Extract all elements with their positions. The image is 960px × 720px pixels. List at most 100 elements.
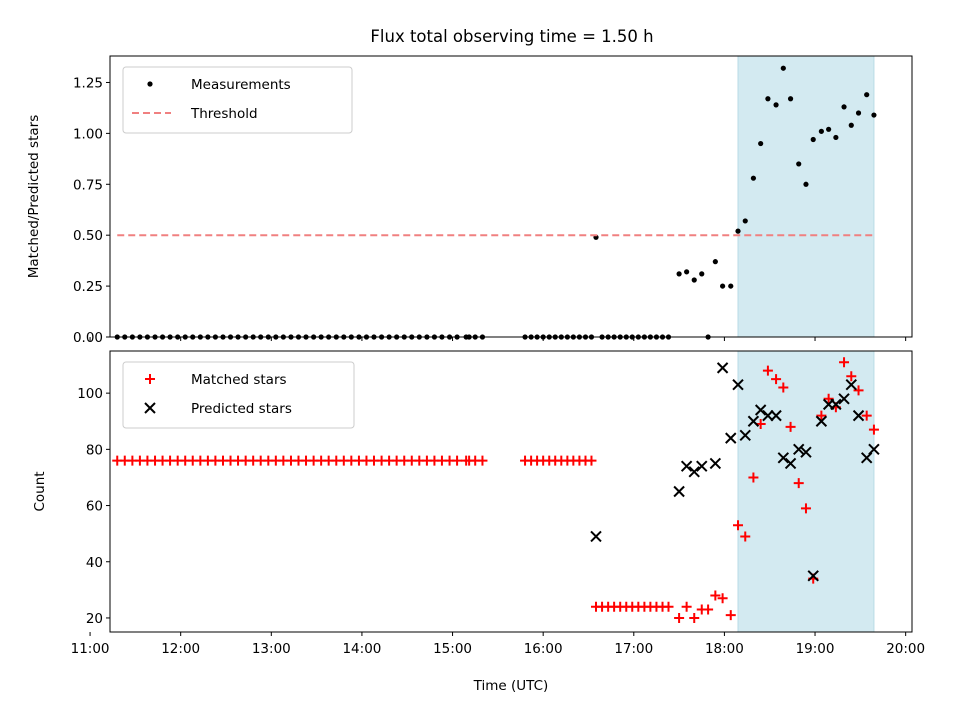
predicted-star-point [852, 409, 865, 422]
predicted-star-point [673, 485, 685, 498]
predicted-star-point [762, 409, 774, 422]
x-tick-label: 19:00 [796, 641, 835, 657]
matched-star-point [674, 612, 685, 623]
measurement-point [803, 181, 809, 187]
measurement-point [758, 140, 764, 147]
predicted-star-point [793, 443, 805, 456]
legend-marker-matched [145, 374, 155, 384]
matched-star-point [663, 601, 674, 612]
matched-star-point [771, 374, 782, 385]
predicted-star-point [777, 452, 790, 464]
bottom-marks [112, 357, 880, 623]
x-tick-label: 20:00 [886, 641, 925, 657]
measurement-point [728, 283, 734, 289]
matched-star-point [725, 610, 736, 621]
predicted-star-point [784, 457, 797, 470]
bottom-axes-frame [109, 350, 913, 633]
bottom-y-axis: 20 40 60 80 100 [77, 386, 110, 627]
measurement-point [699, 271, 705, 277]
matched-star-point [717, 593, 728, 604]
measurement-point [712, 259, 718, 265]
matched-star-point [703, 604, 714, 615]
x-tick-label: 16:00 [524, 641, 563, 657]
top-marks [114, 65, 877, 340]
measurement-point [676, 271, 682, 277]
bottom-panel: 20 40 60 80 100 11:00 12:00 13:00 14:00 15:00 16:… [32, 350, 925, 694]
top-y-axis-label: Matched/Predicted stars [26, 115, 42, 278]
legend-label: Predicted stars [191, 401, 292, 417]
measurement-point [742, 218, 748, 224]
measurement-point [796, 161, 802, 167]
measurement-point [841, 104, 847, 110]
legend-label: Threshold [190, 106, 258, 122]
measurement-point [780, 65, 786, 71]
matched-star-point [846, 371, 857, 382]
matched-star-point [586, 455, 597, 466]
bottom-y-axis-label: Count [32, 471, 48, 511]
measurement-point [810, 136, 816, 143]
y-tick-label: 80 [86, 442, 103, 458]
measurement-point [855, 110, 862, 116]
legend-box [122, 66, 353, 134]
x-axis-label: Time (UTC) [473, 678, 549, 694]
matched-star-point [793, 478, 804, 489]
x-tick-label: 17:00 [614, 641, 653, 657]
y-tick-label: 0.25 [73, 279, 103, 295]
x-tick-label: 15:00 [433, 641, 472, 657]
top-shaded-region [737, 55, 875, 338]
measurement-point [735, 228, 741, 234]
legend-label: Measurements [191, 77, 291, 93]
measurement-point [691, 277, 697, 283]
predicted-star-point [725, 432, 737, 444]
measurement-point [826, 126, 832, 132]
y-tick-label: 1.00 [73, 126, 103, 142]
measurement-point [848, 122, 854, 128]
y-tick-label: 40 [86, 555, 103, 571]
predicted-star-point [830, 398, 842, 411]
matched-star-point [823, 393, 834, 404]
matched-star-point [762, 365, 773, 376]
y-tick-label: 1.25 [73, 75, 103, 91]
predicted-star-point [868, 443, 880, 456]
x-tick-label: 13:00 [252, 641, 291, 657]
x-tick-label: 18:00 [705, 641, 744, 657]
measurement-point [684, 269, 690, 275]
matched-star-point [853, 385, 864, 396]
predicted-star-point [590, 530, 602, 543]
chart-title: Flux total observing time = 1.50 h [370, 27, 653, 46]
y-tick-label: 100 [77, 386, 103, 402]
bottom-legend: Matched stars Predicted stars [122, 361, 355, 429]
legend-box [122, 361, 355, 429]
predicted-star-point [838, 393, 850, 405]
legend-label: Matched stars [191, 372, 287, 388]
matched-star-point [740, 531, 751, 542]
predicted-star-point [754, 404, 767, 416]
measurement-point [765, 96, 771, 102]
y-tick-label: 20 [86, 611, 103, 627]
top-y-axis: 0.00 0.25 0.50 0.75 1.00 1.25 [73, 75, 110, 346]
predicted-star-point [815, 415, 828, 427]
matched-star-point [778, 382, 789, 393]
predicted-star-point [807, 570, 819, 582]
bottom-shaded-region [737, 350, 875, 633]
top-axes-frame [109, 55, 913, 338]
measurement-point [871, 112, 877, 118]
predicted-star-point [709, 457, 722, 470]
top-legend: Measurements Threshold [122, 66, 353, 134]
predicted-star-point [800, 446, 812, 458]
measurement-point [818, 128, 824, 134]
y-tick-label: 0.50 [73, 228, 103, 244]
matched-star-point [800, 503, 811, 514]
y-tick-label: 0.00 [73, 330, 103, 346]
predicted-star-point [696, 460, 708, 472]
matched-star-point [689, 612, 700, 623]
measurement-point [720, 283, 726, 289]
measurement-point [833, 134, 839, 141]
predicted-star-point [732, 379, 744, 391]
predicted-star-point [716, 362, 729, 374]
matched-star-point [733, 520, 744, 531]
matched-star-point [710, 590, 721, 601]
matched-star-point [477, 455, 488, 466]
predicted-star-point [739, 429, 751, 442]
predicted-star-point [770, 409, 782, 422]
